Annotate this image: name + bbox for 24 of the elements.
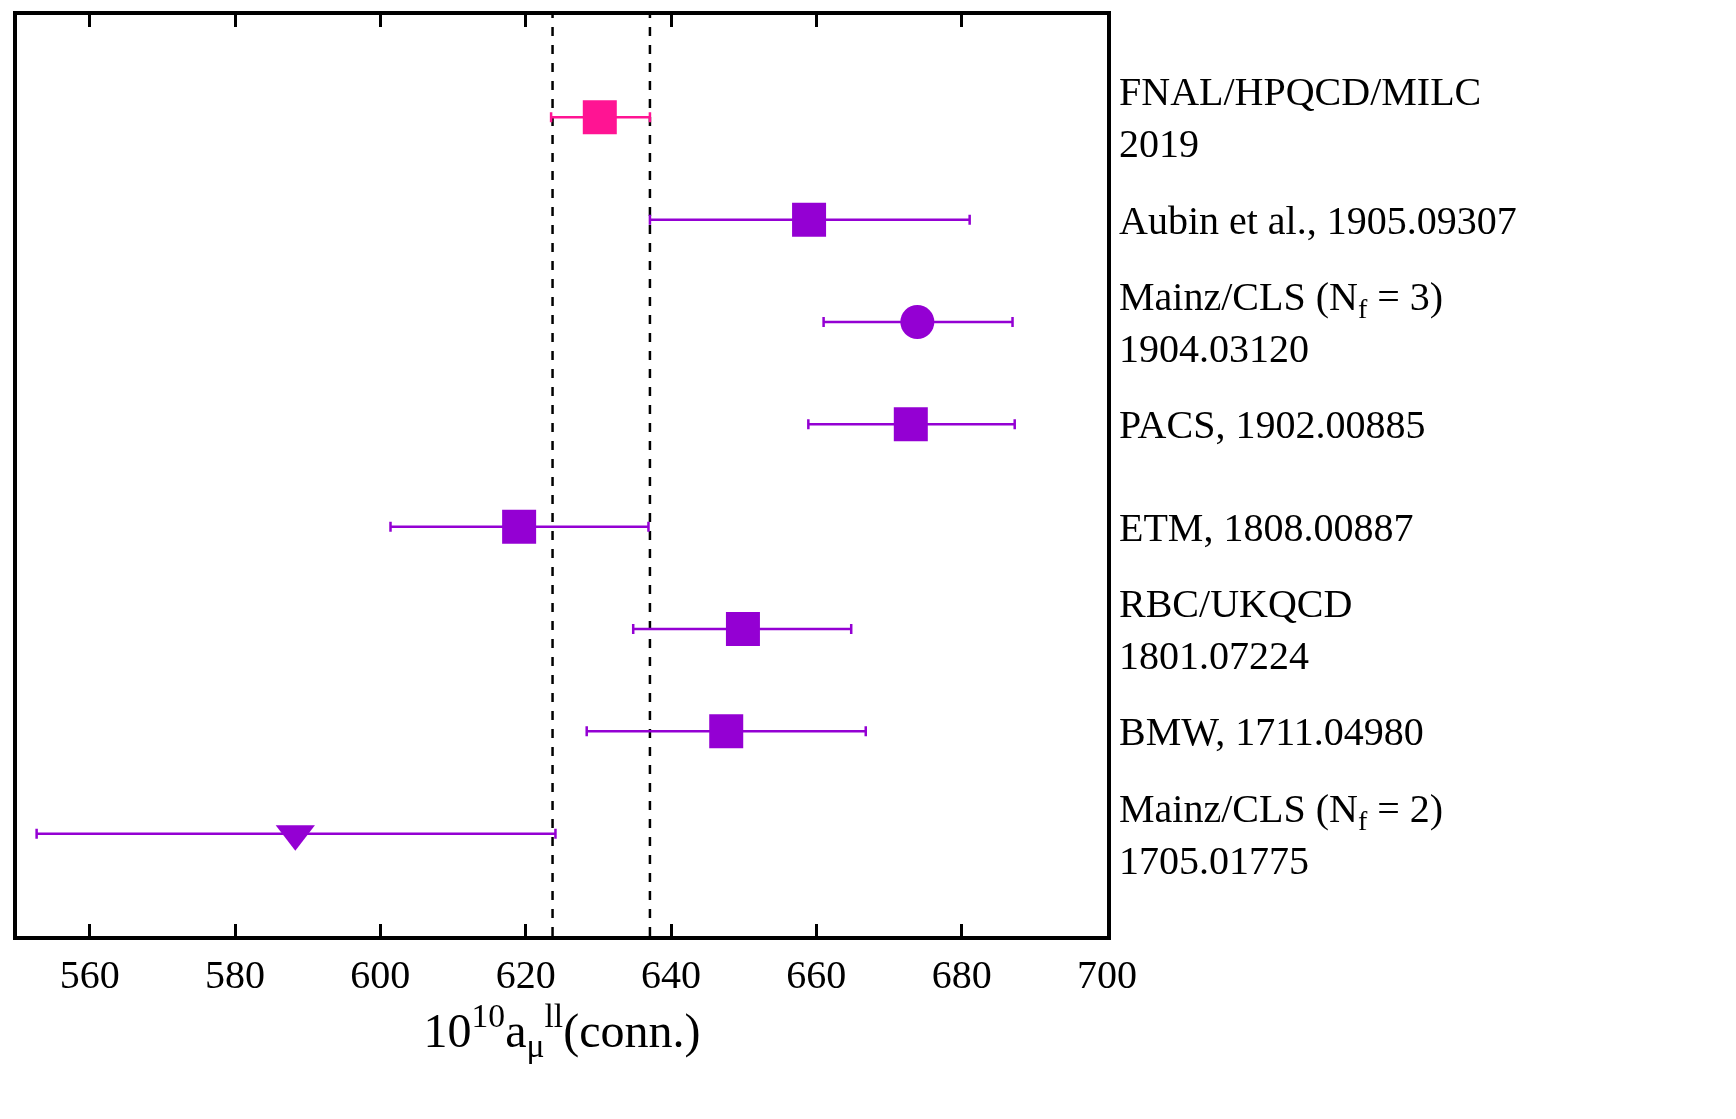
y-tick-label: BMW, 1711.04980 (1119, 709, 1424, 755)
point (502, 509, 537, 544)
y-tick-label: PACS, 1902.00885 (1119, 402, 1426, 448)
point (792, 202, 827, 237)
y-tick-label: RBC/UKQCD 1801.07224 (1119, 581, 1353, 678)
point (709, 714, 744, 749)
point (900, 305, 935, 339)
y-tick-label: Aubin et al., 1905.09307 (1119, 197, 1517, 243)
x-tick-label: 580 (205, 952, 265, 997)
x-tick-label: 660 (786, 952, 847, 997)
x-axis-title: 10$^{10}$a$_{μ}$$^{ll}$(conn.) (423, 997, 701, 1065)
x-tick-label: 700 (1077, 952, 1137, 997)
x-tick-label: 600 (350, 952, 411, 997)
point (893, 407, 928, 442)
x-tick-label: 640 (641, 952, 701, 997)
x-tick-label: 620 (495, 952, 556, 997)
x-tick-label: 680 (931, 952, 992, 997)
y-tick-label: FNAL/HPQCD/MILC 2019 (1119, 69, 1482, 167)
category-label: Mainz/CLS (N$_{f}$ = 3) 1904.03120 (1119, 274, 1444, 371)
y-tick-label: ETM, 1808.00887 (1119, 504, 1414, 550)
point (725, 612, 760, 646)
x-tick-label: 560 (59, 952, 120, 997)
category-label: Mainz/CLS (N$_{f}$ = 2) 1705.01775 (1119, 785, 1444, 883)
point (582, 100, 617, 135)
